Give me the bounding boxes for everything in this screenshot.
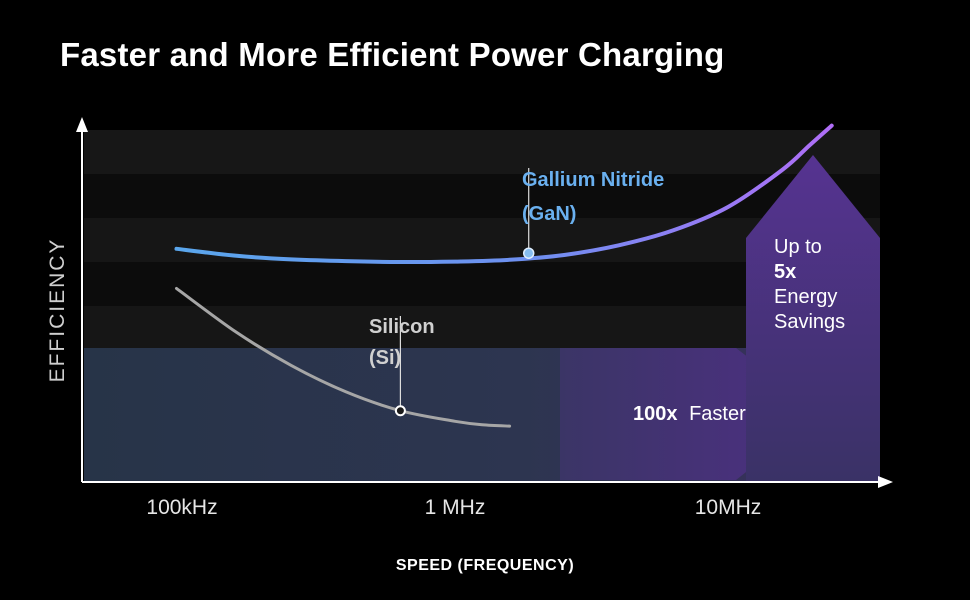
chart-title: Faster and More Efficient Power Charging [60,36,725,73]
savings-line3: Energy [774,286,837,308]
gan-label-line2: (GaN) [522,203,576,225]
savings-line1: Up to [774,236,822,258]
faster-annotation-bold: 100x [633,403,678,425]
x-tick-labels: 100kHz 1 MHz 10MHz [146,496,761,519]
savings-line2: 5x [774,261,796,283]
x-tick-label: 100kHz [146,496,217,519]
gan-label-line1: Gallium Nitride [522,169,664,191]
silicon-label-line2: (Si) [369,347,401,369]
savings-line4: Savings [774,311,845,333]
x-axis-arrowhead [878,476,893,488]
energy-savings-arrow [746,155,880,482]
y-axis-arrowhead [76,117,88,132]
x-axis-label: SPEED (FREQUENCY) [396,557,574,574]
background-band [84,130,880,174]
faster-annotation-text: Faster [689,403,746,425]
silicon-label-line1: Silicon [369,316,435,338]
series-line-silicon [175,286,512,428]
x-tick-label: 10MHz [695,496,762,519]
series-line-gan [174,123,834,265]
faster-annotation: 100x Faster [633,403,746,425]
gan-marker-point [522,247,535,259]
x-tick-label: 1 MHz [425,496,486,519]
background-band [84,174,880,218]
y-axis-label: EFFICIENCY [46,238,69,383]
silicon-marker-point [394,405,406,417]
